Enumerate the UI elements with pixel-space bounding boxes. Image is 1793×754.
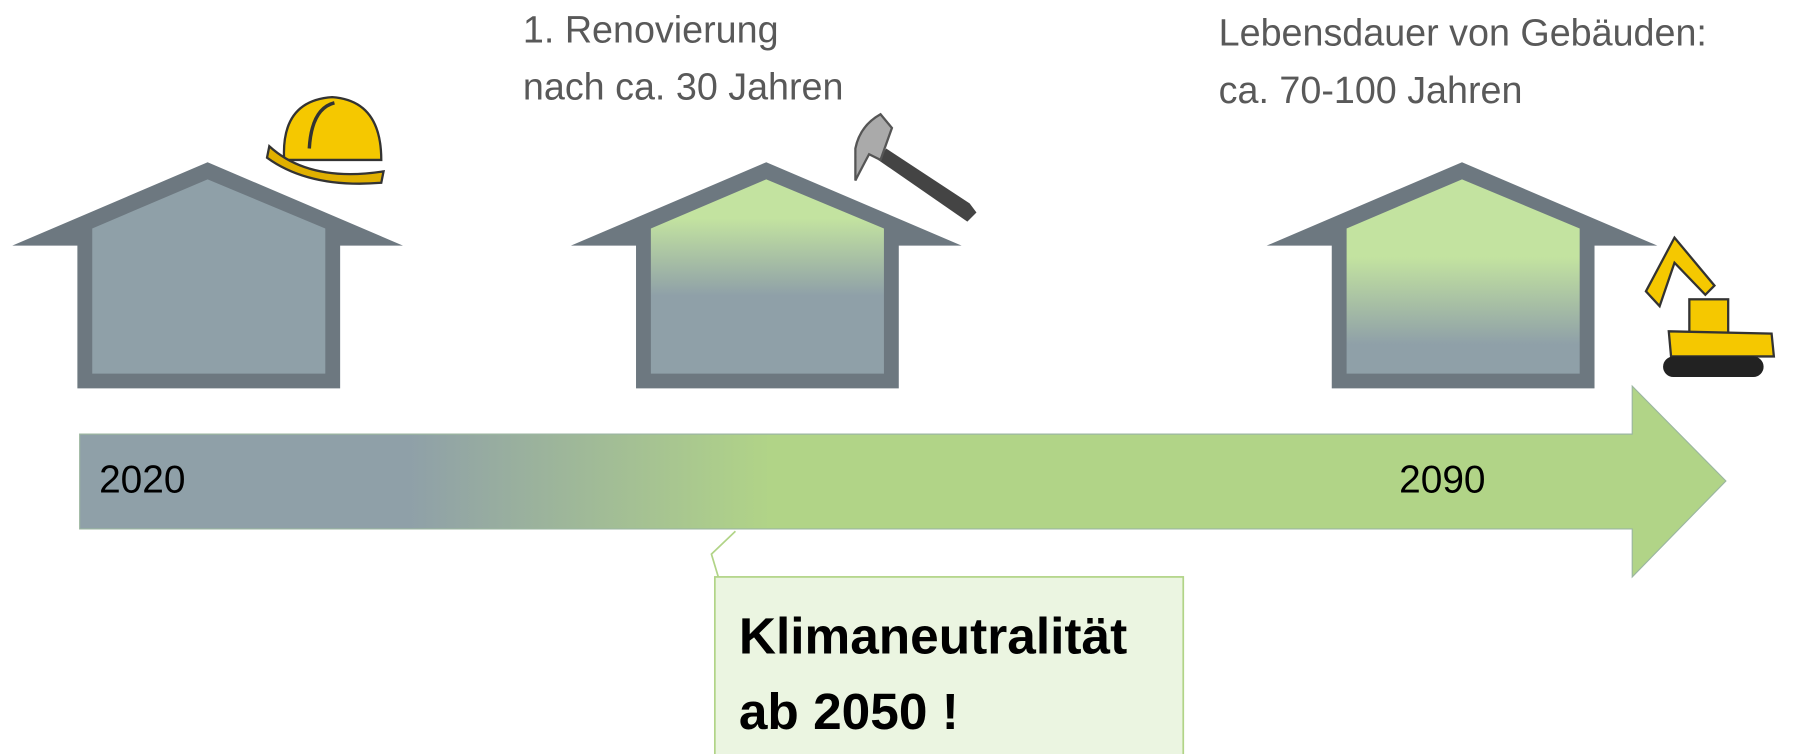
diagram: 1. Renovierung nach ca. 30 Jahren Lebens… [0, 0, 1793, 754]
house [1267, 162, 1658, 388]
excavator-icon [1646, 238, 1774, 377]
body: {"notes": [ {"lines": ["1. Renovierung",… [0, 0, 1793, 754]
start-year: 2020 [99, 458, 185, 501]
helmet-icon [267, 97, 384, 184]
note-line: 1. Renovierung [523, 8, 779, 50]
house [12, 162, 403, 388]
hammer-icon [855, 114, 976, 221]
note-line: nach ca. 30 Jahren [523, 65, 844, 107]
note-line: Lebensdauer von Gebäuden: [1219, 12, 1707, 54]
callout-line: ab 2050 ! [739, 682, 959, 740]
house [571, 162, 962, 388]
callout-line: Klimaneutralität [739, 606, 1127, 664]
callout-pointer [711, 531, 735, 577]
note-line: ca. 70-100 Jahren [1219, 69, 1523, 111]
end-year: 2090 [1399, 458, 1485, 501]
page: Lebensdauer von Gebäuden html, body { ma… [0, 0, 1793, 754]
